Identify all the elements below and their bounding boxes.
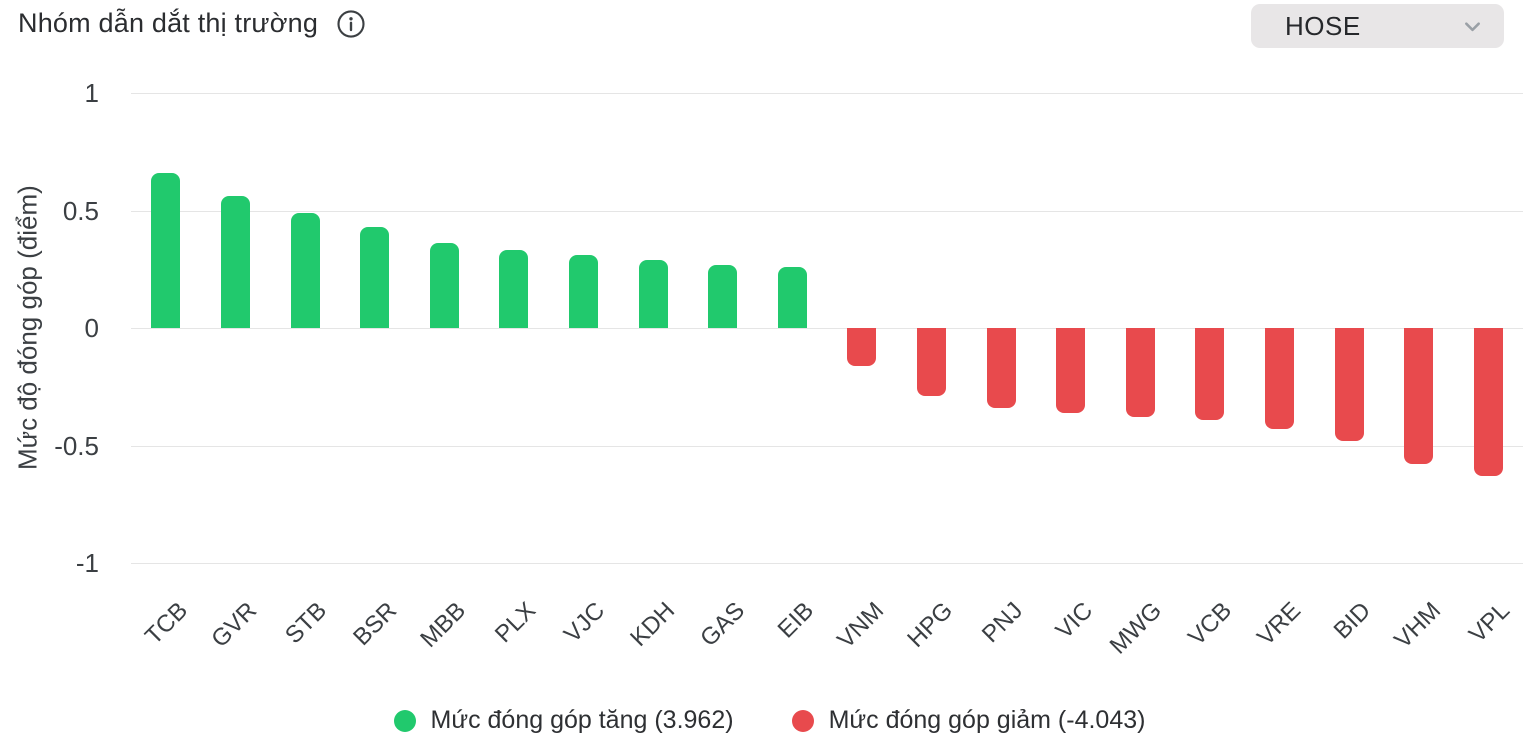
x-axis-label-vhm: VHM <box>1388 597 1446 654</box>
x-axis-label-plx: PLX <box>489 597 541 649</box>
x-axis-label-stb: STB <box>279 597 333 650</box>
bar-eib[interactable] <box>777 266 807 328</box>
x-axis-labels: TCB GVR STB BSR MBB PLX VJC KDH GAS EIB VNM HPG PNJ V… <box>131 597 1523 687</box>
y-tick-label: 0 <box>84 313 99 343</box>
legend-item-decrease[interactable]: Mức đóng góp giảm (-4.043) <box>791 706 1146 735</box>
x-axis-label-tcb: TCB <box>139 597 193 651</box>
x-axis-label-vcb: VCB <box>1182 597 1237 651</box>
legend-dot <box>791 709 814 732</box>
exchange-dropdown-value: HOSE <box>1285 10 1361 41</box>
x-axis-label-eib: EIB <box>772 597 820 644</box>
y-tick-label: 0.5 <box>62 195 99 226</box>
y-tick-label: 1 <box>84 78 99 108</box>
x-axis-label-vre: VRE <box>1252 597 1307 651</box>
y-tick-label: -0.5 <box>54 430 99 461</box>
gridline <box>131 210 1523 212</box>
bar-mbb[interactable] <box>429 243 459 328</box>
x-axis-label-vnm: VNM <box>832 597 889 654</box>
chart-legend: Mức đóng góp tăng (3.962) Mức đóng góp gi… <box>0 706 1539 735</box>
x-axis-label-gvr: GVR <box>206 597 263 653</box>
gridline <box>131 93 1523 94</box>
x-axis-label-mbb: MBB <box>415 597 472 653</box>
bar-vre[interactable] <box>1264 328 1294 430</box>
gridline <box>131 563 1523 564</box>
info-icon[interactable] <box>336 9 366 39</box>
y-axis-ticks: 1 0.5 0 -0.5 -1 <box>0 80 99 576</box>
chevron-down-icon <box>1459 13 1486 40</box>
bar-kdh[interactable] <box>638 259 668 328</box>
title-row: Nhóm dẫn dắt thị trường <box>18 8 366 39</box>
bar-vcb[interactable] <box>1195 328 1225 420</box>
legend-item-increase[interactable]: Mức đóng góp tăng (3.962) <box>393 706 734 735</box>
x-axis-label-kdh: KDH <box>625 597 681 652</box>
x-axis-label-mwg: MWG <box>1104 597 1168 660</box>
x-axis-label-vic: VIC <box>1050 597 1098 645</box>
gridline <box>131 445 1523 447</box>
bar-vpl[interactable] <box>1473 328 1503 477</box>
bar-stb[interactable] <box>290 212 320 328</box>
bar-bid[interactable] <box>1334 328 1364 441</box>
bar-plx[interactable] <box>499 250 529 328</box>
bar-hpg[interactable] <box>916 328 946 397</box>
bar-mwg[interactable] <box>1125 328 1155 418</box>
x-axis-label-pnj: PNJ <box>976 597 1029 649</box>
contribution-bar-chart: Mức độ đóng góp (điểm) 1 0.5 0 -0.5 -1 TCB GV… <box>0 70 1539 753</box>
x-axis-label-bsr: BSR <box>347 597 402 651</box>
bar-vic[interactable] <box>1056 328 1086 413</box>
widget-header: Nhóm dẫn dắt thị trường HOSE <box>0 0 1539 70</box>
bar-tcb[interactable] <box>151 172 181 328</box>
x-axis-label-vpl: VPL <box>1464 597 1516 649</box>
y-tick-label: -1 <box>75 548 99 578</box>
exchange-dropdown[interactable]: HOSE <box>1251 4 1504 48</box>
gridline <box>131 328 1523 329</box>
bar-gvr[interactable] <box>220 196 250 328</box>
bar-vjc[interactable] <box>568 255 598 328</box>
bar-vhm[interactable] <box>1404 328 1434 465</box>
plot-area <box>131 93 1523 564</box>
x-axis-label-hpg: HPG <box>902 597 959 653</box>
legend-label: Mức đóng góp tăng (3.962) <box>430 706 734 734</box>
x-axis-label-bid: BID <box>1328 597 1377 645</box>
x-axis-label-gas: GAS <box>694 597 750 652</box>
page-title: Nhóm dẫn dắt thị trường <box>18 8 319 38</box>
legend-label: Mức đóng góp giảm (-4.043) <box>828 706 1146 734</box>
bar-bsr[interactable] <box>360 226 390 328</box>
bar-vnm[interactable] <box>847 328 877 366</box>
bar-pnj[interactable] <box>986 328 1016 408</box>
bar-gas[interactable] <box>708 264 738 328</box>
legend-dot <box>393 709 416 732</box>
x-axis-label-vjc: VJC <box>559 597 611 649</box>
